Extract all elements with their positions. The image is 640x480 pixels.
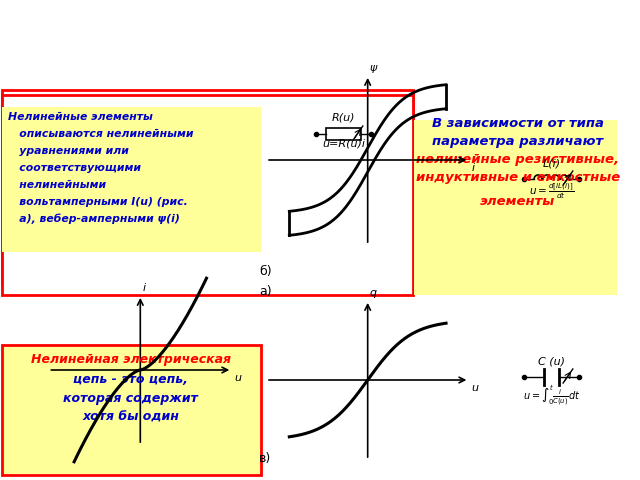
FancyBboxPatch shape — [2, 345, 261, 475]
Text: а), вебер-амперными ψ(i): а), вебер-амперными ψ(i) — [8, 214, 180, 225]
FancyBboxPatch shape — [414, 120, 618, 295]
Text: u: u — [471, 383, 478, 393]
Text: вольтамперными I(u) (рис.: вольтамперными I(u) (рис. — [8, 197, 188, 207]
FancyBboxPatch shape — [2, 95, 413, 295]
Text: C (u): C (u) — [538, 357, 565, 367]
Text: R(u): R(u) — [332, 112, 355, 122]
Text: Нелинейная электрическая: Нелинейная электрическая — [31, 353, 230, 366]
Text: цепь - это цепь,: цепь - это цепь, — [73, 373, 188, 386]
Text: нелинейные резистивные,: нелинейные резистивные, — [416, 153, 619, 166]
Text: индуктивные и емкостные: индуктивные и емкостные — [415, 171, 620, 184]
Text: $u=\int_0^t \frac{i}{C(u)}dt$: $u=\int_0^t \frac{i}{C(u)}dt$ — [523, 384, 580, 408]
Text: б): б) — [259, 265, 272, 278]
Text: соответствующими: соответствующими — [8, 163, 141, 173]
Text: уравнениями или: уравнениями или — [8, 146, 129, 156]
Text: В зависимости от типа: В зависимости от типа — [431, 117, 604, 130]
Text: которая содержит: которая содержит — [63, 392, 198, 405]
Text: описываются нелинейными: описываются нелинейными — [8, 129, 193, 139]
Text: нелинейными: нелинейными — [8, 180, 106, 190]
Text: i: i — [471, 163, 474, 173]
Text: элементы: элементы — [480, 195, 556, 208]
Text: Нелинейные элементы: Нелинейные элементы — [8, 112, 152, 122]
Text: u=R(u)i: u=R(u)i — [322, 139, 365, 149]
Text: i: i — [142, 283, 145, 293]
Bar — [326, 128, 361, 140]
Text: а): а) — [259, 285, 272, 298]
Text: ψ: ψ — [370, 63, 377, 73]
Text: хотя бы один: хотя бы один — [82, 411, 179, 424]
Text: L(i): L(i) — [543, 159, 561, 169]
Text: u: u — [234, 373, 241, 383]
Text: в): в) — [259, 452, 271, 465]
Text: $u=\frac{d[iL(i)]}{dt}$: $u=\frac{d[iL(i)]}{dt}$ — [529, 181, 574, 201]
FancyBboxPatch shape — [2, 107, 261, 252]
FancyBboxPatch shape — [2, 90, 413, 285]
Text: q: q — [370, 288, 377, 298]
Text: параметра различают: параметра различают — [432, 135, 604, 148]
